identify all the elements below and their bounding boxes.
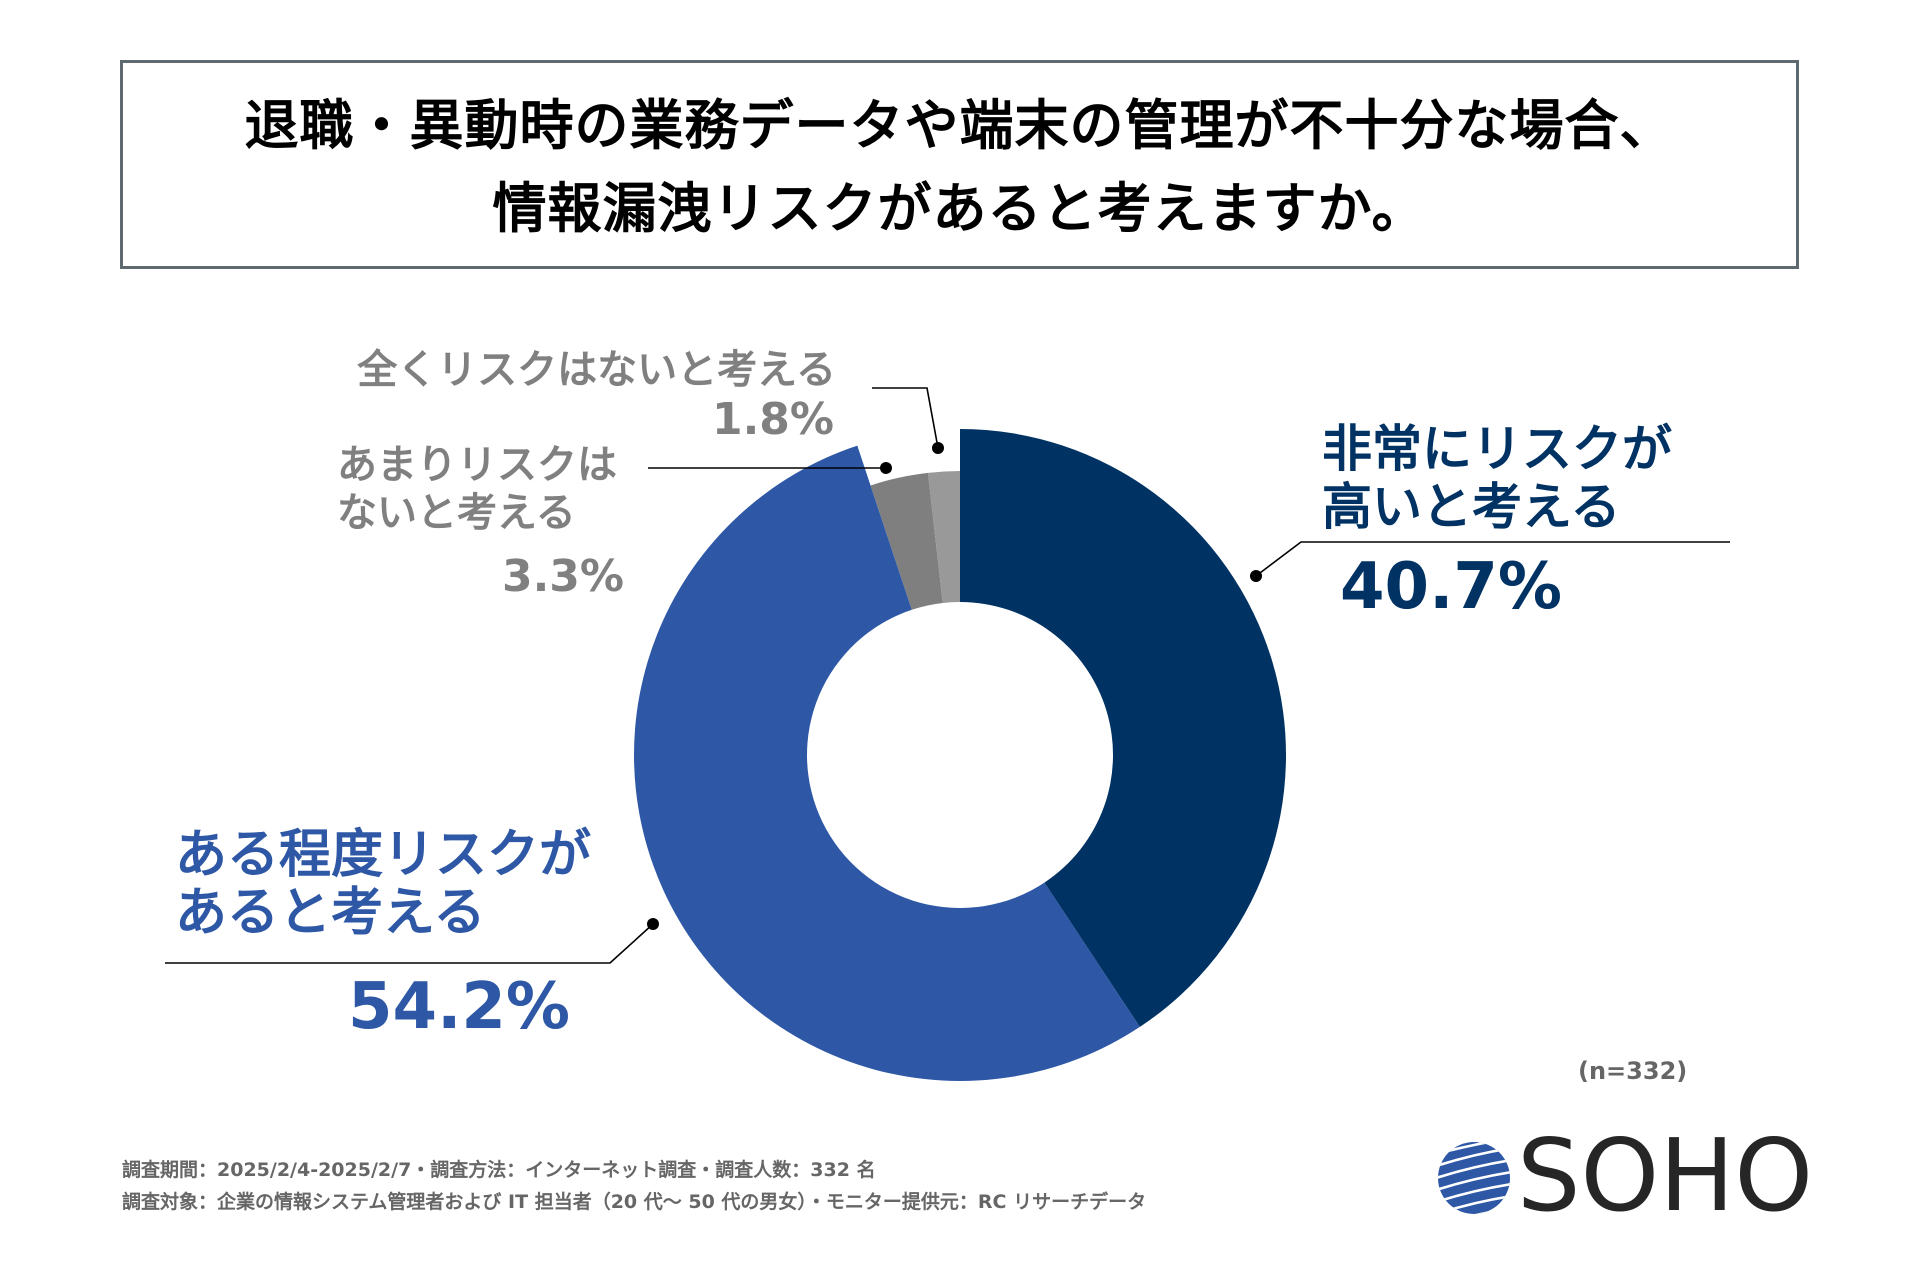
donut-slices (633, 429, 1286, 1082)
value-not-much: 3.3% (501, 551, 624, 602)
slice-very-high (960, 429, 1286, 1027)
leader-lines (165, 387, 1730, 964)
label-very-high-line-1: 非常にリスクが (1322, 420, 1672, 478)
leader-line-somewhat (165, 923, 654, 964)
leader-line-none (872, 387, 939, 449)
label-somewhat: ある程度リスクが あると考える (175, 826, 591, 942)
leader-dot-none (932, 442, 944, 454)
leader-dot-somewhat (647, 918, 659, 930)
leader-dot-not-much (880, 462, 892, 474)
label-not-much: あまりリスクは ないと考える (337, 441, 617, 537)
label-not-much-line-2: ないと考える (337, 490, 576, 536)
label-not-much-line-1: あまりリスクは (337, 442, 617, 488)
sample-size-note: (n=332) (1578, 1057, 1688, 1085)
value-none: 1.8% (711, 394, 834, 445)
title-line-2: 情報漏洩リスクがあると考えますか。 (492, 177, 1427, 240)
slice-none (927, 471, 960, 603)
label-very-high-line-2: 高いと考える (1322, 478, 1621, 536)
soho-globe-icon (1438, 1142, 1510, 1214)
soho-logo-text: SOHO (1517, 1117, 1814, 1234)
value-somewhat: 54.2% (348, 970, 571, 1044)
title-box: 退職・異動時の業務データや端末の管理が不十分な場合、 情報漏洩リスクがあると考え… (120, 60, 1799, 269)
footer-survey-target: 調査対象：企業の情報システム管理者および IT 担当者（20 代～ 50 代の男… (122, 1191, 1147, 1213)
leader-line-very-high (1255, 541, 1730, 577)
slice-somewhat (633, 445, 1140, 1082)
leader-dot-very-high (1250, 570, 1262, 582)
label-very-high: 非常にリスクが 高いと考える (1322, 420, 1672, 536)
slice-not-much (870, 472, 943, 610)
footer-survey-period: 調査期間：2025/2/4-2025/2/7・調査方法：インターネット調査・調査… (122, 1159, 876, 1181)
value-very-high: 40.7% (1340, 550, 1563, 624)
label-somewhat-line-1: ある程度リスクが (175, 825, 592, 885)
label-none: 全くリスクはないと考える (357, 347, 836, 393)
title-line-1: 退職・異動時の業務データや端末の管理が不十分な場合、 (244, 94, 1675, 157)
label-somewhat-line-2: あると考える (175, 883, 486, 943)
leader-dots (647, 442, 1262, 930)
